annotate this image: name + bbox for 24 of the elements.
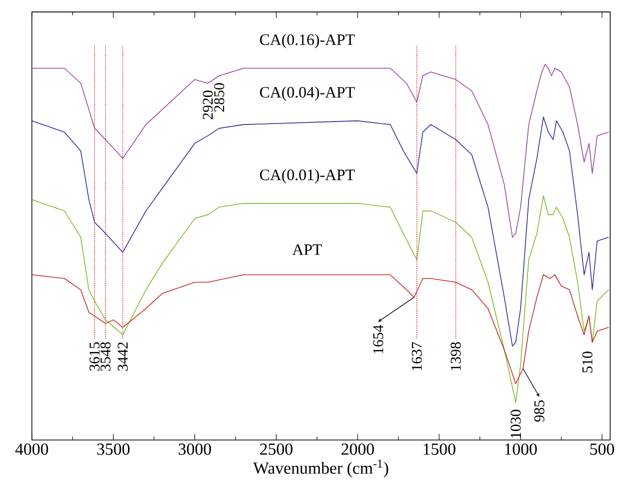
- ref-line-label: 3548: [100, 342, 110, 371]
- x-axis-title: Wavenumber (cm$^{-1}$): [253, 460, 388, 478]
- series-label: CA(0.04)-APT: [260, 86, 355, 102]
- x-tick-label: 1500: [424, 444, 456, 456]
- x-tick-label: 1000: [505, 444, 537, 456]
- x-tick-label: 3000: [178, 444, 211, 456]
- x-tick-label: 4000: [15, 444, 48, 456]
- annotation: 1654: [373, 325, 384, 354]
- series-label: CA(0.01)-APT: [260, 169, 355, 184]
- x-tick-label: 2000: [342, 444, 374, 456]
- series-label: APT: [292, 244, 322, 255]
- x-tick-label: 500: [590, 444, 614, 456]
- x-tick-label: 3500: [97, 444, 130, 456]
- series-label: CA(0.16)-APT: [260, 34, 355, 48]
- annotation: 2850: [214, 83, 224, 112]
- ref-line-label: 3615: [90, 342, 100, 371]
- annotation: 985: [534, 400, 544, 422]
- x-tick-label: 2500: [260, 444, 292, 456]
- annotation: 510: [582, 352, 592, 373]
- annotation: 2920: [202, 90, 213, 120]
- ref-line-label: 1637: [412, 342, 422, 370]
- ref-line-label: 1398: [450, 342, 461, 370]
- ref-line-label: 3442: [118, 342, 128, 371]
- annotation: 1030: [510, 410, 521, 438]
